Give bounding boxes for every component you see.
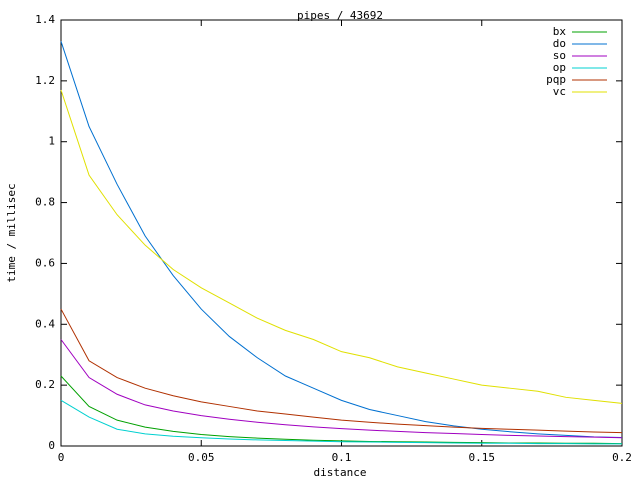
x-axis-label: distance bbox=[314, 466, 367, 479]
legend-label: pqp bbox=[546, 73, 566, 86]
legend-label: do bbox=[553, 37, 566, 50]
legend-label: bx bbox=[553, 25, 567, 38]
x-tick-label: 0.1 bbox=[332, 451, 352, 464]
x-tick-label: 0 bbox=[58, 451, 65, 464]
series-line bbox=[60, 375, 623, 445]
x-tick-label: 0.2 bbox=[612, 451, 632, 464]
y-axis-label: time / millisec bbox=[5, 183, 18, 282]
chart-title: pipes / 43692 bbox=[297, 9, 383, 22]
y-tick-label: 1 bbox=[48, 135, 55, 148]
y-tick-label: 1.4 bbox=[35, 13, 55, 26]
legend-label: vc bbox=[553, 85, 566, 98]
y-tick-label: 0 bbox=[48, 439, 55, 452]
y-tick-label: 0.8 bbox=[35, 196, 55, 209]
x-tick-label: 0.05 bbox=[188, 451, 215, 464]
y-tick-label: 0.4 bbox=[35, 317, 55, 330]
series-line bbox=[60, 41, 623, 438]
y-tick-label: 0.6 bbox=[35, 256, 55, 269]
x-tick-label: 0.15 bbox=[469, 451, 496, 464]
legend-label: so bbox=[553, 49, 566, 62]
series-line bbox=[60, 89, 623, 404]
legend-label: op bbox=[553, 61, 566, 74]
y-tick-label: 0.2 bbox=[35, 378, 55, 391]
series-line bbox=[60, 308, 623, 434]
y-tick-label: 1.2 bbox=[35, 74, 55, 87]
series-line bbox=[60, 339, 623, 439]
series-line bbox=[60, 399, 622, 445]
